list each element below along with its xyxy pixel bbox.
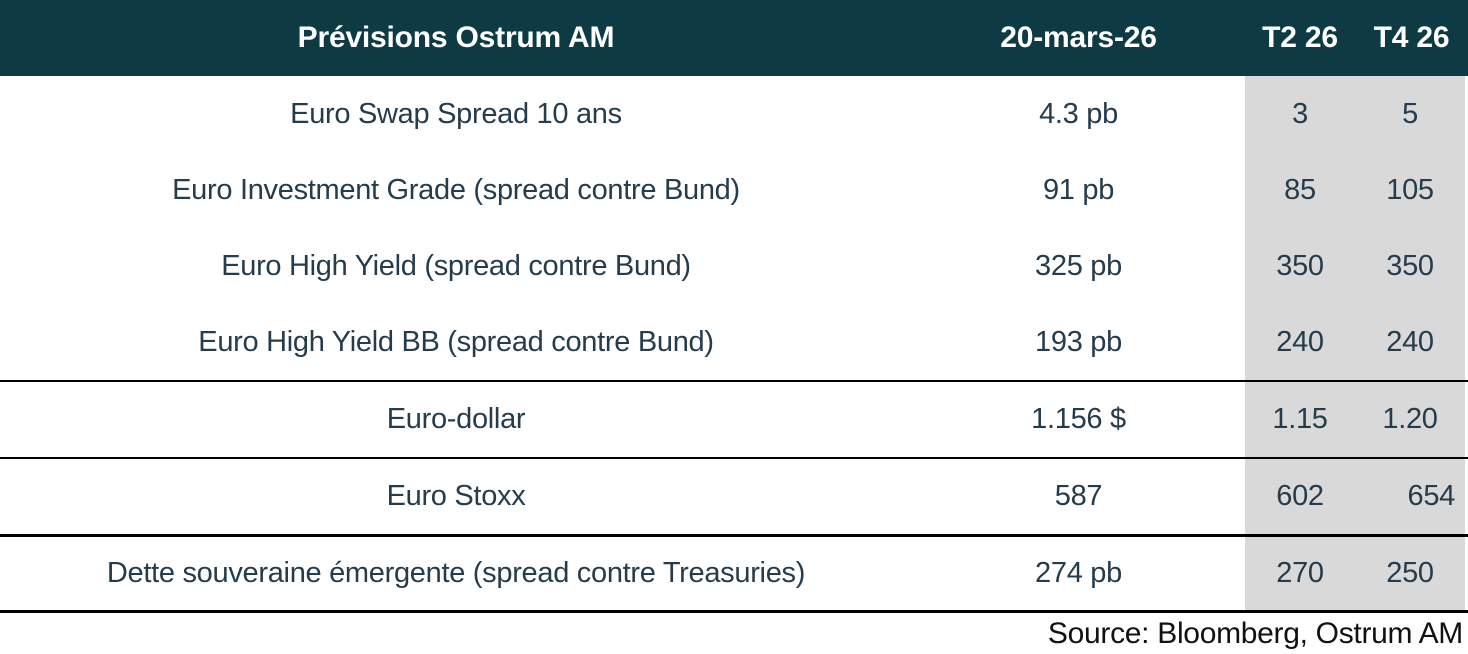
row-label: Euro High Yield BB (spread contre Bund) — [198, 325, 714, 358]
column-header-t2-26: T2 26 — [1262, 21, 1338, 54]
t2-forecast-cell: 350 — [1245, 228, 1355, 304]
t4-forecast-cell: 1.20 — [1355, 382, 1468, 457]
t2-forecast-cell: 270 — [1245, 537, 1355, 610]
table-row: Euro-dollar 1.156 $ 1.15 1.20 — [0, 380, 1468, 457]
row-label: Euro Investment Grade (spread contre Bun… — [172, 173, 740, 206]
table-row: Euro High Yield BB (spread contre Bund) … — [0, 304, 1468, 380]
row-label: Euro Stoxx — [386, 480, 526, 512]
row-label: Dette souveraine émergente (spread contr… — [106, 557, 806, 589]
column-header-t4-26: T4 26 — [1373, 21, 1450, 54]
current-value: 587 — [1054, 480, 1103, 512]
t4-forecast-cell: 250 — [1355, 537, 1468, 610]
t4-forecast-cell: 105 — [1355, 152, 1468, 228]
table-row: Euro Swap Spread 10 ans 4.3 pb 3 5 — [0, 76, 1468, 152]
t2-forecast-cell: 240 — [1245, 304, 1355, 380]
row-label: Euro Swap Spread 10 ans — [290, 97, 622, 130]
t2-forecast-cell: 3 — [1245, 76, 1355, 152]
t2-forecast-cell: 602 — [1245, 459, 1355, 534]
current-value: 193 pb — [1035, 325, 1122, 358]
row-label: Euro-dollar — [386, 403, 526, 435]
source-row: Source: Bloomberg, Ostrum AM — [0, 613, 1468, 654]
t4-forecast-cell: 654 — [1355, 459, 1468, 534]
table-header: Prévisions Ostrum AM 20-mars-26 T2 26 T4… — [0, 0, 1468, 76]
t4-forecast-cell: 350 — [1355, 228, 1468, 304]
table-row: Euro Investment Grade (spread contre Bun… — [0, 152, 1468, 228]
t2-forecast-cell: 1.15 — [1245, 382, 1355, 457]
row-label: Euro High Yield (spread contre Bund) — [221, 249, 691, 282]
bottom-divider — [0, 610, 1468, 613]
current-value: 4.3 pb — [1039, 97, 1118, 130]
current-value: 274 pb — [1035, 557, 1122, 589]
table-title: Prévisions Ostrum AM — [297, 21, 615, 54]
t4-forecast-cell: 5 — [1355, 76, 1468, 152]
t4-forecast-cell: 240 — [1355, 304, 1468, 380]
table-row: Euro Stoxx 587 602 654 — [0, 457, 1468, 534]
current-value: 325 pb — [1035, 249, 1122, 282]
column-header-date: 20-mars-26 — [1000, 21, 1157, 54]
table-row: Dette souveraine émergente (spread contr… — [0, 534, 1468, 610]
table-row: Euro High Yield (spread contre Bund) 325… — [0, 228, 1468, 304]
current-value: 91 pb — [1042, 173, 1115, 206]
source-credit: Source: Bloomberg, Ostrum AM — [1047, 616, 1463, 650]
current-value: 1.156 $ — [1031, 403, 1126, 435]
t2-forecast-cell: 85 — [1245, 152, 1355, 228]
